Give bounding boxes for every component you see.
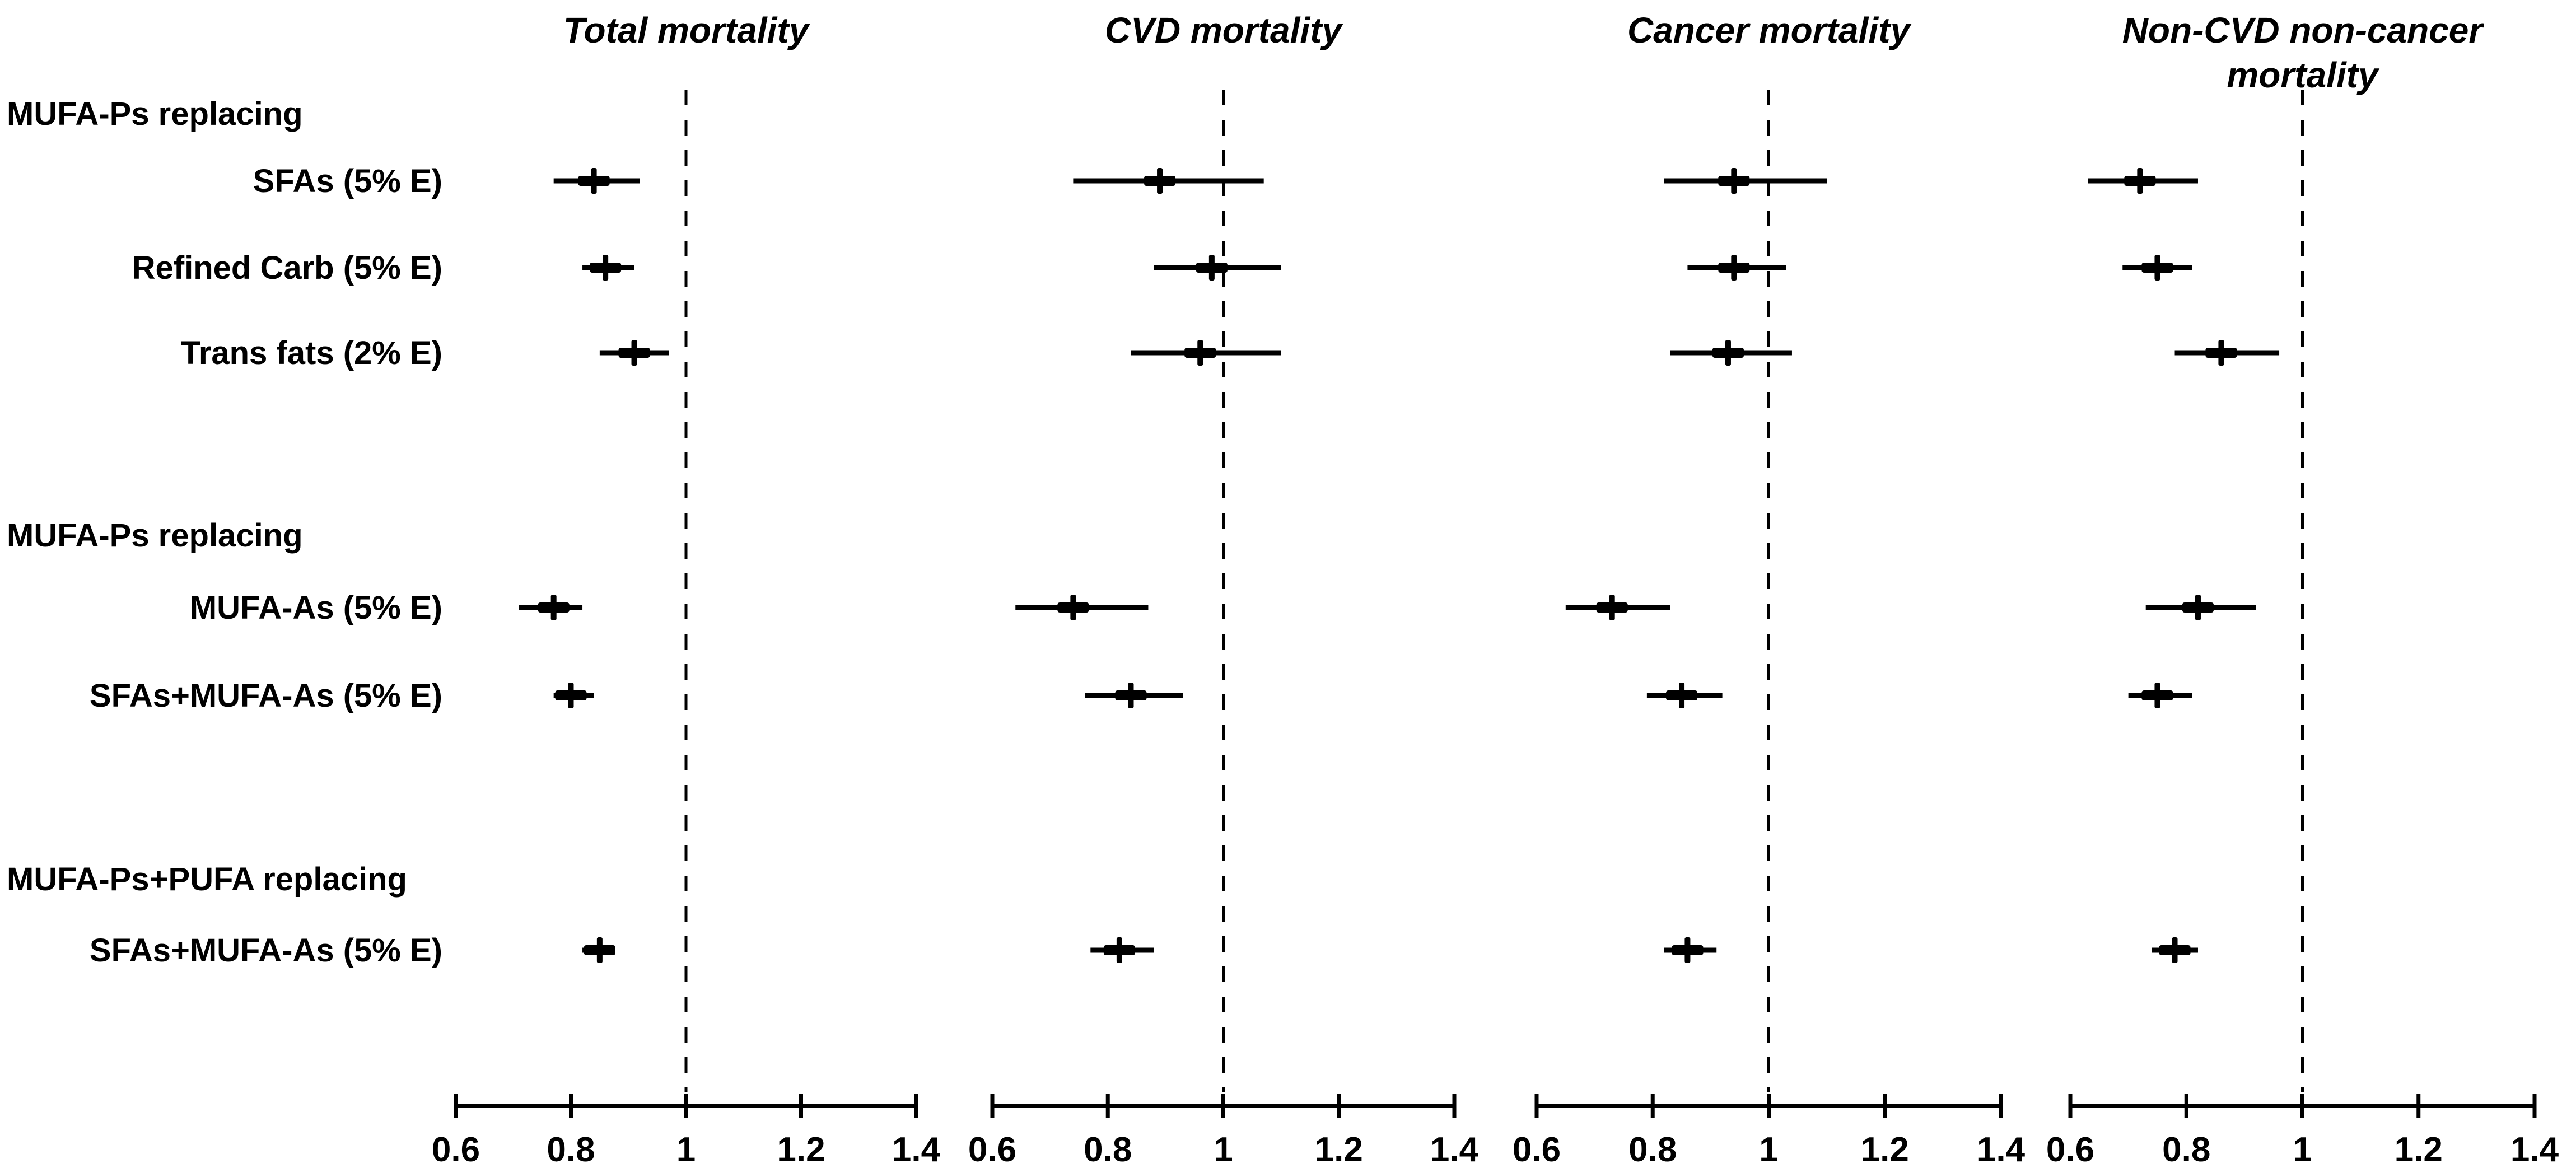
point-estimate-marker [1684,937,1691,963]
point-estimate-marker [568,683,574,708]
point-estimate-marker [2154,683,2160,708]
forest-row-non-cvd-non-cancer-mortality-3 [2145,595,2256,620]
group-header-label: MUFA-Ps replacing [7,96,303,132]
forest-row-cancer-mortality-0 [1664,168,1827,194]
point-estimate-marker [550,595,557,620]
forest-row-total-mortality-5 [582,937,615,963]
point-estimate-marker [1731,255,1737,281]
x-axis-tick-label: 0.6 [1513,1130,1561,1168]
x-axis-tick-label: 1.4 [2510,1130,2559,1168]
point-estimate-marker [596,937,603,963]
row-label: SFAs (5% E) [253,163,442,199]
forest-row-cvd-mortality-4 [1085,683,1183,708]
x-axis-tick-label: 0.6 [2046,1130,2094,1168]
point-estimate-marker [591,168,597,194]
forest-row-cvd-mortality-2 [1131,340,1281,366]
forest-row-total-mortality-4 [553,683,594,708]
x-axis-tick-label: 1 [2293,1130,2312,1168]
forest-row-non-cvd-non-cancer-mortality-0 [2088,168,2198,194]
x-axis-tick-label: 1.2 [1315,1130,1363,1168]
x-axis-tick-label: 0.8 [547,1130,595,1168]
forest-row-cancer-mortality-5 [1664,937,1717,963]
point-estimate-marker [2218,340,2224,366]
forest-row-cvd-mortality-3 [1015,595,1149,620]
forest-row-cvd-mortality-0 [1073,168,1264,194]
point-estimate-marker [603,255,609,281]
x-axis-tick-label: 1.2 [2395,1130,2443,1168]
row-label: MUFA-As (5% E) [190,590,442,626]
row-label: SFAs+MUFA-As (5% E) [90,932,442,969]
forest-row-cancer-mortality-3 [1565,595,1670,620]
point-estimate-marker [1725,340,1731,366]
x-axis-tick-label: 1 [1759,1130,1778,1168]
panel-cancer-mortality: Cancer mortality 0.6 0.8 1 1.2 1.4 [1513,10,2026,1168]
forest-row-non-cvd-non-cancer-mortality-1 [2122,255,2192,281]
x-axis-tick-label: 1.4 [1977,1130,2026,1168]
forest-row-total-mortality-0 [553,168,640,194]
panel-title: Cancer mortality [1627,10,1912,50]
group-header-label: MUFA-Ps replacing [7,517,303,554]
forest-row-total-mortality-2 [599,340,669,366]
point-estimate-marker [2137,168,2143,194]
x-axis-tick-label: 1.2 [1861,1130,1909,1168]
x-axis-tick-label: 0.6 [432,1130,480,1168]
row-label: SFAs+MUFA-As (5% E) [90,678,442,714]
panel-title: Total mortality [563,10,811,50]
x-axis-tick-label: 0.8 [1084,1130,1132,1168]
point-estimate-marker [2172,937,2178,963]
forest-row-cvd-mortality-5 [1090,937,1154,963]
group-header-label: MUFA-Ps+PUFA replacing [7,861,407,898]
panel-title: Non-CVD non-cancer [2122,10,2485,50]
forest-row-non-cvd-non-cancer-mortality-4 [2128,683,2192,708]
point-estimate-marker [1609,595,1615,620]
point-estimate-marker [1128,683,1134,708]
forest-row-cancer-mortality-4 [1646,683,1723,708]
forest-row-non-cvd-non-cancer-mortality-2 [2174,340,2280,366]
row-label: Refined Carb (5% E) [132,250,442,286]
point-estimate-marker [2154,255,2160,281]
point-estimate-marker [1157,168,1163,194]
forest-row-cancer-mortality-1 [1687,255,1786,281]
x-axis-tick-label: 1.4 [1430,1130,1479,1168]
x-axis-tick-label: 1 [1214,1130,1233,1168]
forest-row-cancer-mortality-2 [1670,340,1792,366]
x-axis-tick-label: 1 [676,1130,696,1168]
point-estimate-marker [2195,595,2201,620]
panel-title: mortality [2227,55,2380,95]
panel-cvd-mortality: CVD mortality 0.6 0.8 1 1.2 1.4 [968,10,1479,1168]
point-estimate-marker [631,340,637,366]
forest-row-total-mortality-1 [582,255,634,281]
forest-row-cvd-mortality-1 [1154,255,1281,281]
point-estimate-marker [1197,340,1203,366]
panel-title: CVD mortality [1105,10,1344,50]
row-label: Trans fats (2% E) [181,335,442,371]
point-estimate-marker [1070,595,1076,620]
x-axis-tick-label: 0.8 [1628,1130,1677,1168]
forest-row-non-cvd-non-cancer-mortality-5 [2152,937,2198,963]
x-axis-tick-label: 0.6 [968,1130,1016,1168]
point-estimate-marker [1208,255,1215,281]
panel-non-cvd-non-cancer-mortality: Non-CVD non-cancer mortality 0.6 0.8 1 1.2 1.4 [2046,10,2559,1168]
point-estimate-marker [1731,168,1737,194]
point-estimate-marker [1679,683,1685,708]
panel-total-mortality: Total mortality 0.6 0.8 1 1.2 1.4 [432,10,941,1168]
x-axis-tick-label: 1.2 [777,1130,825,1168]
x-axis-tick-label: 1.4 [892,1130,941,1168]
forest-row-total-mortality-3 [519,595,583,620]
x-axis-tick-label: 0.8 [2162,1130,2210,1168]
point-estimate-marker [1116,937,1122,963]
